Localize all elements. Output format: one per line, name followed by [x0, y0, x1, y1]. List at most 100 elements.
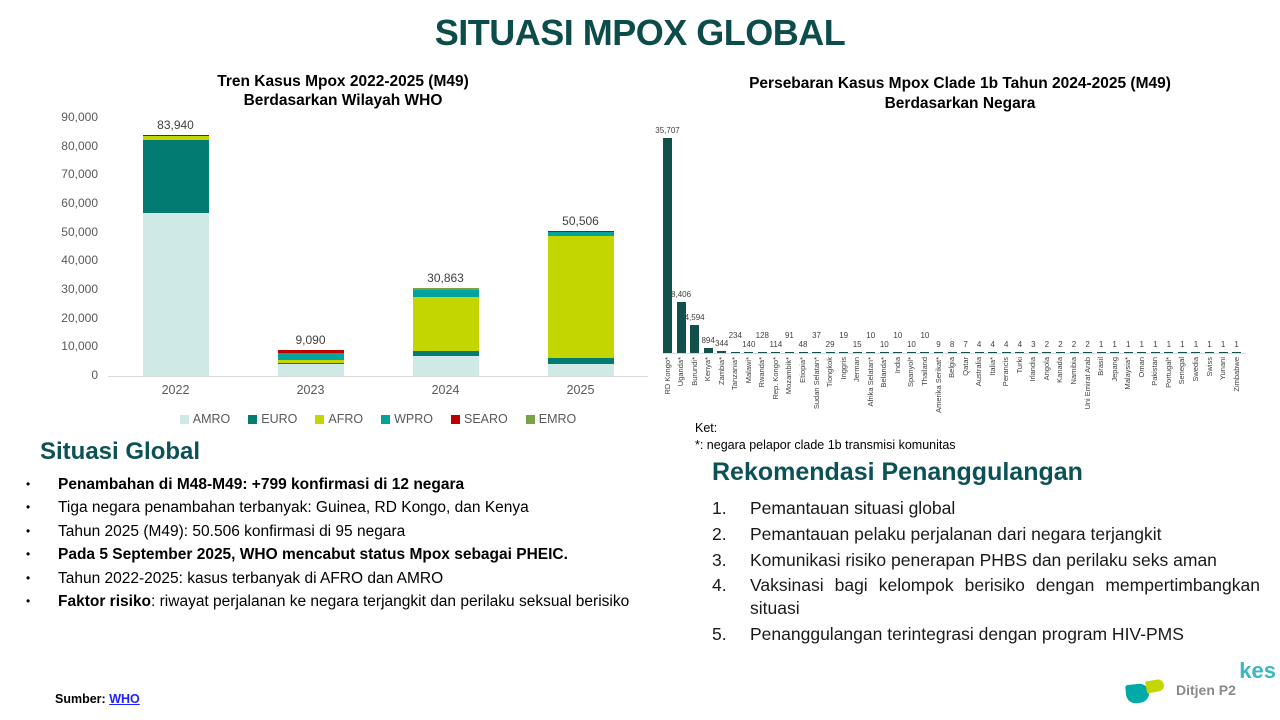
numbered-item: 3. Komunikasi risiko penerapan PHBS dan p…	[712, 549, 1260, 572]
country-bar-value: 29	[825, 340, 835, 350]
bar-segment-EMRO	[412, 287, 479, 290]
bar-segment-EURO	[412, 350, 479, 357]
bar-segment-AMRO	[547, 364, 614, 376]
country-axis-label: Malaysia*	[1123, 357, 1133, 390]
country-axis-label: Amerika Serikat*	[933, 357, 943, 413]
rekomendasi-heading: Rekomendasi Penanggulangan	[712, 458, 1083, 486]
country-bar-value: 48	[798, 340, 808, 350]
country-bar	[1123, 352, 1133, 353]
country-axis-label: Portugal*	[1163, 357, 1173, 388]
country-axis-label: Spanyol*	[906, 357, 916, 388]
rekomendasi-section: Rekomendasi Penanggulangan 1. Pemantauan …	[712, 458, 1260, 649]
country-bar-value: 2	[1071, 340, 1077, 350]
y-axis-tick: 50,000	[61, 224, 98, 239]
country-bar-value: 140	[742, 340, 756, 350]
country-bar	[1205, 352, 1214, 353]
country-axis-label: Kenya*	[703, 357, 713, 382]
country-axis-label: Qatar	[960, 357, 970, 376]
bullet-marker: •	[26, 500, 31, 515]
bullet-marker: •	[26, 477, 31, 491]
country-axis-label: Zimbabwe	[1231, 357, 1241, 392]
country-bar-value: 37	[812, 331, 821, 341]
y-axis-tick: 20,000	[61, 310, 98, 325]
item-number: 4.	[712, 575, 727, 596]
left-chart-legend: AMRO EURO AFRO WPRO SEARO EMRO	[108, 412, 648, 426]
numbered-item: 1. Pemantauan situasi global	[712, 497, 1260, 520]
country-axis-label: Jepang	[1109, 357, 1119, 382]
country-axis-label: Swiss	[1204, 357, 1214, 377]
legend-swatch-EMRO	[525, 414, 535, 424]
situasi-global-list: • Penambahan di M48-M49: +799 konfirmasi …	[22, 475, 677, 613]
country-axis-label: Irlandia	[1028, 357, 1038, 382]
country-bar	[934, 352, 943, 353]
country-bar-value: 114	[769, 340, 783, 350]
country-bar-value: 1	[1098, 340, 1104, 350]
legend-label: AFRO	[328, 412, 364, 426]
legend-item-AFRO: AFRO	[315, 412, 363, 426]
country-bar	[1096, 352, 1106, 353]
country-axis-label: Kanada	[1055, 357, 1065, 383]
source-link-who[interactable]: WHO	[109, 692, 140, 706]
numbered-item: 2. Pemantauan pelaku perjalanan dari nega…	[712, 523, 1260, 546]
country-bar	[663, 138, 672, 353]
country-bar	[1164, 352, 1174, 353]
right-chart: Persebaran Kasus Mpox Clade 1b Tahun 202…	[655, 72, 1270, 472]
bullet-text: Tahun 2025 (M49): 50.506 konfirmasi di 9…	[58, 522, 406, 540]
logo-lime-shape	[1145, 678, 1165, 694]
country-bar	[1042, 352, 1052, 353]
country-axis-label: Australia	[974, 357, 984, 387]
stacked-bar-2024	[412, 287, 479, 376]
bullet-item: • Tiga negara penambahan terbanyak: Guine…	[22, 498, 677, 518]
country-axis-label: Zambia*	[716, 357, 726, 385]
situasi-global-section: Situasi Global • Penambahan di M48-M49: +…	[22, 438, 677, 616]
country-bar-value: 4	[1004, 340, 1009, 350]
country-axis-label: Sudan Selatan*	[811, 357, 821, 410]
country-axis-label: Uganda*	[676, 357, 686, 387]
bar-segment-EURO	[142, 139, 209, 213]
country-bar-value: 4	[976, 340, 982, 350]
country-bar	[893, 352, 903, 353]
situasi-global-heading: Situasi Global	[40, 438, 201, 465]
country-bar-value: 15	[852, 340, 862, 350]
item-number: 1.	[712, 498, 727, 518]
bar-segment-WPRO	[277, 352, 344, 361]
country-axis-label: Belanda*	[879, 357, 889, 388]
country-bar	[906, 352, 916, 353]
legend-label: WPRO	[394, 412, 433, 426]
country-bar-value: 91	[784, 331, 794, 341]
bullet-marker: •	[26, 523, 31, 538]
bullet-item: • Pada 5 September 2025, WHO mencabut sta…	[22, 545, 677, 565]
country-bar-value: 19	[839, 331, 849, 341]
country-bar-value: 9	[936, 340, 941, 350]
country-axis-label: Malawi*	[743, 357, 753, 384]
legend-swatch-EURO	[248, 414, 258, 424]
country-bar-value: 8	[949, 340, 955, 350]
country-bar	[717, 350, 727, 353]
country-axis-label: Rwanda*	[757, 357, 767, 388]
bar-segment-AFRO	[142, 136, 209, 140]
country-bar-value: 1	[1180, 340, 1185, 350]
country-bar	[812, 352, 822, 353]
bar-value-label: 83,940	[157, 118, 194, 133]
x-axis-line	[108, 376, 648, 377]
country-bar-value: 2	[1058, 340, 1063, 350]
bar-segment-WPRO	[412, 289, 479, 297]
country-bar-value: 234	[728, 330, 742, 340]
country-bar	[1069, 352, 1079, 353]
bullet-text: Tiga negara penambahan terbanyak: Guinea…	[58, 499, 529, 517]
country-bar	[730, 351, 740, 353]
country-bar-value: 2	[1085, 340, 1090, 350]
bar-segment-AFRO	[547, 236, 614, 358]
bar-segment-AMRO	[277, 363, 344, 376]
country-bar	[1191, 352, 1201, 353]
y-axis-tick: 30,000	[61, 282, 98, 296]
bar-segment-EMRO	[277, 349, 344, 351]
footnote-title: Ket:	[695, 421, 718, 435]
legend-swatch-SEARO	[450, 414, 460, 424]
country-bar	[784, 352, 794, 353]
country-bar-value: 10	[906, 340, 916, 350]
left-chart-title-line1: Tren Kasus Mpox 2022-2025 (M49)	[217, 73, 469, 90]
ditjen-p2-logo: Ditjen P2	[1125, 676, 1236, 705]
country-bar-value: 128	[755, 331, 770, 341]
y-axis-tick: 0	[91, 368, 98, 382]
